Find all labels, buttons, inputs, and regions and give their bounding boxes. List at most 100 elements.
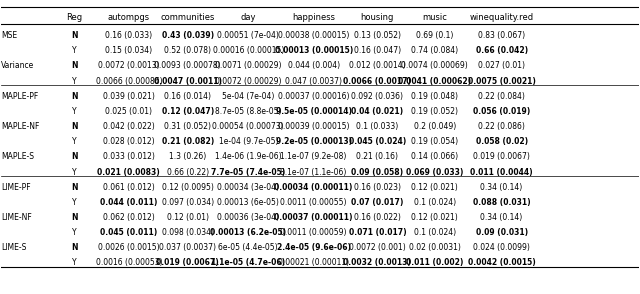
Text: 0.0026 (0.0015): 0.0026 (0.0015) [98,243,159,252]
Text: Y: Y [72,198,77,207]
Text: 0.011 (0.002): 0.011 (0.002) [406,258,463,267]
Text: MAPLE-NF: MAPLE-NF [1,122,40,131]
Text: 0.19 (0.048): 0.19 (0.048) [412,92,458,101]
Text: 0.31 (0.052): 0.31 (0.052) [164,122,211,131]
Text: 0.09 (0.058): 0.09 (0.058) [351,168,403,176]
Text: 0.056 (0.019): 0.056 (0.019) [473,107,530,116]
Text: 0.0072 (0.0013): 0.0072 (0.0013) [98,61,159,71]
Text: 0.00016 (0.00015): 0.00016 (0.00015) [212,46,284,55]
Text: music: music [422,13,447,22]
Text: 7.7e-05 (7.4e-05): 7.7e-05 (7.4e-05) [211,168,285,176]
Text: winequality.red: winequality.red [470,13,534,22]
Text: 0.00051 (7e-04): 0.00051 (7e-04) [218,31,279,40]
Text: 0.00036 (3e-04): 0.00036 (3e-04) [218,213,279,222]
Text: 0.16 (0.033): 0.16 (0.033) [105,31,152,40]
Text: 0.66 (0.22): 0.66 (0.22) [166,168,209,176]
Text: 1.3 (0.26): 1.3 (0.26) [169,152,207,161]
Text: 0.34 (0.14): 0.34 (0.14) [481,213,523,222]
Text: 0.061 (0.012): 0.061 (0.012) [103,183,155,192]
Text: 0.12 (0.021): 0.12 (0.021) [412,213,458,222]
Text: 0.019 (0.0067): 0.019 (0.0067) [156,258,219,267]
Text: 0.00034 (3e-04): 0.00034 (3e-04) [218,183,279,192]
Text: 0.16 (0.023): 0.16 (0.023) [354,183,401,192]
Text: 0.047 (0.0037): 0.047 (0.0037) [285,77,342,86]
Text: 0.09 (0.031): 0.09 (0.031) [476,228,527,237]
Text: 9.2e-05 (0.00013): 9.2e-05 (0.00013) [276,137,352,146]
Text: 0.19 (0.054): 0.19 (0.054) [411,137,458,146]
Text: N: N [72,31,78,40]
Text: 0.00037 (0.00011): 0.00037 (0.00011) [275,213,353,222]
Text: 0.83 (0.067): 0.83 (0.067) [478,31,525,40]
Text: 0.52 (0.078): 0.52 (0.078) [164,46,211,55]
Text: N: N [72,122,78,131]
Text: day: day [241,13,256,22]
Text: MAPLE-PF: MAPLE-PF [1,92,38,101]
Text: 0.071 (0.017): 0.071 (0.017) [349,228,406,237]
Text: 1.4e-06 (1.9e-06): 1.4e-06 (1.9e-06) [215,152,282,161]
Text: 0.069 (0.033): 0.069 (0.033) [406,168,463,176]
Text: 0.04 (0.021): 0.04 (0.021) [351,107,403,116]
Text: 0.024 (0.0099): 0.024 (0.0099) [473,243,530,252]
Text: 0.12 (0.047): 0.12 (0.047) [162,107,214,116]
Text: 0.21 (0.082): 0.21 (0.082) [162,137,214,146]
Text: 0.037 (0.0037): 0.037 (0.0037) [159,243,216,252]
Text: 0.00013 (0.00015): 0.00013 (0.00015) [275,46,353,55]
Text: 0.74 (0.084): 0.74 (0.084) [411,46,458,55]
Text: 0.16 (0.014): 0.16 (0.014) [164,92,211,101]
Text: 0.044 (0.011): 0.044 (0.011) [100,198,157,207]
Text: 0.12 (0.021): 0.12 (0.021) [412,183,458,192]
Text: 0.0047 (0.0011): 0.0047 (0.0011) [154,77,222,86]
Text: 1.1e-07 (9.2e-08): 1.1e-07 (9.2e-08) [280,152,347,161]
Text: 0.00038 (0.00015): 0.00038 (0.00015) [278,31,349,40]
Text: 0.14 (0.066): 0.14 (0.066) [411,152,458,161]
Text: N: N [72,183,78,192]
Text: 0.097 (0.034): 0.097 (0.034) [162,198,214,207]
Text: 0.00013 (6.2e-05): 0.00013 (6.2e-05) [211,228,286,237]
Text: 0.0011 (0.00055): 0.0011 (0.00055) [280,198,347,207]
Text: 2.4e-05 (9.6e-06): 2.4e-05 (9.6e-06) [276,243,351,252]
Text: 0.0071 (0.00029): 0.0071 (0.00029) [215,61,282,71]
Text: 1e-04 (9.7e-05): 1e-04 (9.7e-05) [219,137,278,146]
Text: 0.0016 (0.00053): 0.0016 (0.00053) [95,258,162,267]
Text: Y: Y [72,137,77,146]
Text: 0.025 (0.01): 0.025 (0.01) [106,107,152,116]
Text: 0.00039 (0.00015): 0.00039 (0.00015) [278,122,349,131]
Text: 0.0072 (0.001): 0.0072 (0.001) [349,243,406,252]
Text: 1.1e-05 (4.7e-06): 1.1e-05 (4.7e-06) [211,258,285,267]
Text: 0.21 (0.16): 0.21 (0.16) [356,152,398,161]
Text: 0.045 (0.024): 0.045 (0.024) [349,137,406,146]
Text: 0.16 (0.022): 0.16 (0.022) [354,213,401,222]
Text: 0.033 (0.012): 0.033 (0.012) [103,152,155,161]
Text: 0.044 (0.004): 0.044 (0.004) [287,61,340,71]
Text: 0.0066 (0.0017): 0.0066 (0.0017) [343,77,412,86]
Text: Y: Y [72,228,77,237]
Text: LIME-NF: LIME-NF [1,213,32,222]
Text: LIME-S: LIME-S [1,243,27,252]
Text: 0.042 (0.022): 0.042 (0.022) [103,122,155,131]
Text: 0.19 (0.052): 0.19 (0.052) [412,107,458,116]
Text: 0.15 (0.034): 0.15 (0.034) [105,46,152,55]
Text: 0.22 (0.086): 0.22 (0.086) [478,122,525,131]
Text: 0.0093 (0.00078): 0.0093 (0.00078) [154,61,221,71]
Text: 0.1 (0.033): 0.1 (0.033) [356,122,399,131]
Text: 0.098 (0.034): 0.098 (0.034) [162,228,214,237]
Text: MAPLE-S: MAPLE-S [1,152,35,161]
Text: 0.16 (0.047): 0.16 (0.047) [354,46,401,55]
Text: 0.43 (0.039): 0.43 (0.039) [162,31,214,40]
Text: Y: Y [72,168,77,176]
Text: 0.12 (0.01): 0.12 (0.01) [167,213,209,222]
Text: 0.22 (0.084): 0.22 (0.084) [478,92,525,101]
Text: communities: communities [161,13,215,22]
Text: happiness: happiness [292,13,335,22]
Text: 0.0066 (0.00086): 0.0066 (0.00086) [95,77,162,86]
Text: N: N [72,243,78,252]
Text: 5e-04 (7e-04): 5e-04 (7e-04) [222,92,275,101]
Text: N: N [72,213,78,222]
Text: 0.13 (0.052): 0.13 (0.052) [354,31,401,40]
Text: Y: Y [72,107,77,116]
Text: 0.021 (0.0083): 0.021 (0.0083) [97,168,160,176]
Text: 0.00054 (0.00073): 0.00054 (0.00073) [212,122,284,131]
Text: 0.0072 (0.00029): 0.0072 (0.00029) [215,77,282,86]
Text: 0.0075 (0.0021): 0.0075 (0.0021) [468,77,536,86]
Text: 0.011 (0.0044): 0.011 (0.0044) [470,168,533,176]
